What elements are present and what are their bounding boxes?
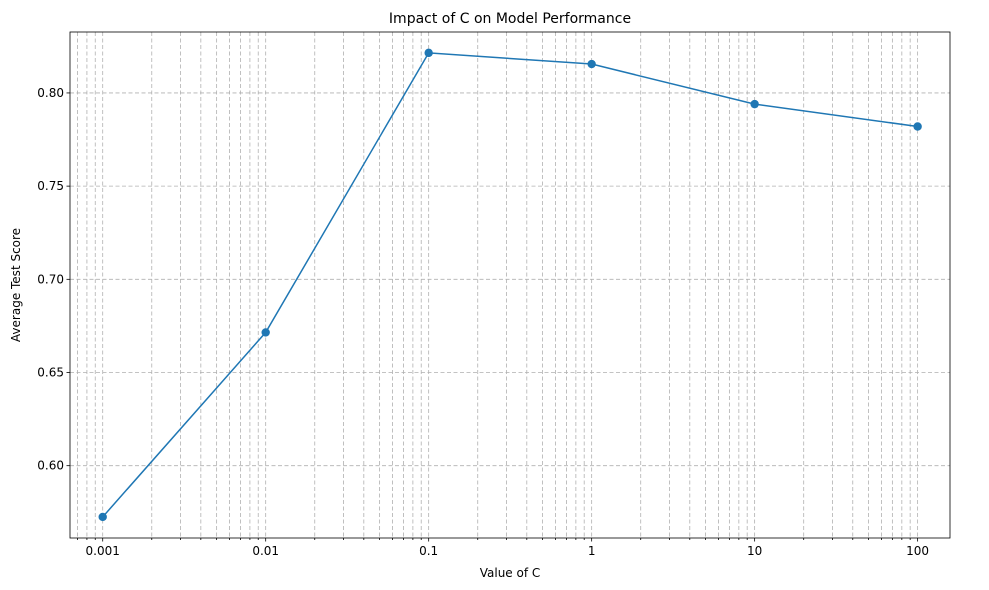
data-point — [98, 512, 107, 522]
y-tick-label: 0.75 — [37, 179, 64, 193]
y-tick-label: 0.80 — [37, 86, 64, 100]
y-tick-label: 0.65 — [37, 366, 64, 380]
data-point — [913, 122, 922, 131]
y-tick-label: 0.60 — [37, 459, 64, 473]
grid — [70, 32, 950, 538]
data-point — [587, 59, 596, 69]
x-tick-label: 100 — [906, 544, 929, 558]
x-axis-label: Value of C — [480, 566, 541, 580]
data-point — [750, 99, 759, 109]
y-tick-label: 0.70 — [37, 272, 64, 286]
axes-ticks: 0.60 0.65 0.70 0.75 0.80 0.001 0.01 0.1 1 10 100 — [37, 86, 929, 558]
y-axis-label: Average Test Score — [9, 228, 23, 342]
series-line — [102, 52, 918, 518]
data-point — [261, 328, 270, 337]
chart-title: Impact of C on Model Performance — [389, 11, 631, 27]
x-tick-label: 0.001 — [86, 544, 120, 558]
x-tick-label: 0.01 — [252, 544, 279, 558]
x-tick-label: 1 — [588, 544, 596, 558]
data-point — [424, 48, 433, 58]
x-tick-label: 0.1 — [419, 544, 438, 558]
x-tick-label: 10 — [747, 544, 762, 558]
plot-frame — [69, 31, 951, 539]
series — [98, 48, 922, 522]
